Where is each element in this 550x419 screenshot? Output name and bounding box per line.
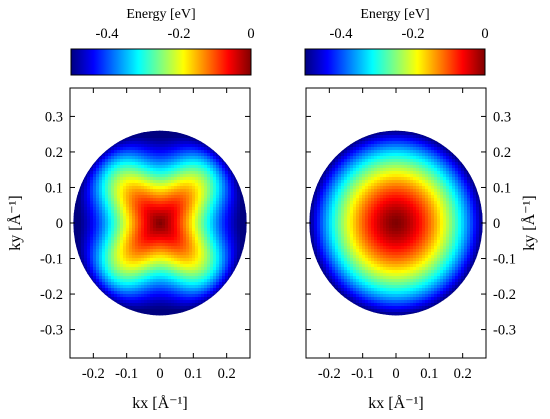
colorbar-tick-label-right: -0.2 <box>402 26 425 42</box>
colorbar-tick-label-right: 0 <box>481 26 488 42</box>
x-tick-label-right: 0 <box>392 366 399 382</box>
y-tick-label-right: -0.2 <box>493 287 516 303</box>
x-tick-label-right: 0.1 <box>420 366 438 382</box>
heatmap-panel-right: -0.2 -0.1 0 0.1 0.2 -0.3 -0.2 -0.1 0 0.1 0.2 0.3 kx … <box>305 87 538 412</box>
x-tick-label-right: -0.1 <box>351 366 374 382</box>
colorbar-left: Energy [eV] -0.4 -0.2 0 <box>70 7 255 76</box>
y-axis-label-left: ky [Å⁻¹] <box>6 195 24 250</box>
x-tick-label-left: -0.1 <box>115 366 138 382</box>
x-axis-label-left: kx [Å⁻¹] <box>132 394 187 412</box>
x-tick-label-left: 0.2 <box>218 366 236 382</box>
y-tick-label-left: 0.1 <box>45 180 63 196</box>
x-tick-label-left: 0 <box>156 366 163 382</box>
colorbar-tick-label-left: -0.2 <box>168 26 191 42</box>
y-tick-label-right: 0 <box>493 216 500 232</box>
x-tick-label-left: -0.2 <box>82 366 105 382</box>
y-tick-label-left: -0.3 <box>40 323 63 339</box>
x-axis-label-right: kx [Å⁻¹] <box>368 394 423 412</box>
y-tick-label-left: -0.1 <box>40 252 63 268</box>
x-tick-label-right: 0.2 <box>454 366 472 382</box>
y-tick-label-left: 0 <box>56 216 63 232</box>
colorbar-tick-label-left: -0.4 <box>96 26 120 42</box>
y-tick-label-right: 0.2 <box>493 145 511 161</box>
heatmap-cells-right <box>309 130 483 316</box>
x-tick-label-right: -0.2 <box>318 366 341 382</box>
y-tick-label-left: -0.2 <box>40 287 63 303</box>
colorbar-tick-label-right: -0.4 <box>330 26 354 42</box>
colorbar-gradient-left <box>70 48 252 76</box>
x-tick-label-left: 0.1 <box>184 366 202 382</box>
y-tick-label-right: 0.3 <box>493 109 511 125</box>
colorbar-title-left: Energy [eV] <box>126 7 195 22</box>
y-tick-label-left: 0.3 <box>45 109 63 125</box>
colorbar-right: Energy [eV] -0.4 -0.2 0 <box>304 7 489 76</box>
heatmap-panel-left: -0.2 -0.1 0 0.1 0.2 -0.3 -0.2 -0.1 0 0.1 0.2 0.3 kx … <box>6 87 251 412</box>
y-tick-label-right: -0.3 <box>493 323 516 339</box>
colorbar-gradient-right <box>304 48 486 76</box>
y-tick-label-right: 0.1 <box>493 180 511 196</box>
y-tick-label-left: 0.2 <box>45 145 63 161</box>
colorbar-tick-label-left: 0 <box>247 26 254 42</box>
heatmap-cells-left <box>73 130 247 316</box>
y-axis-label-right: ky [Å⁻¹] <box>520 195 538 250</box>
y-tick-label-right: -0.1 <box>493 252 516 268</box>
colorbar-title-right: Energy [eV] <box>360 7 429 22</box>
